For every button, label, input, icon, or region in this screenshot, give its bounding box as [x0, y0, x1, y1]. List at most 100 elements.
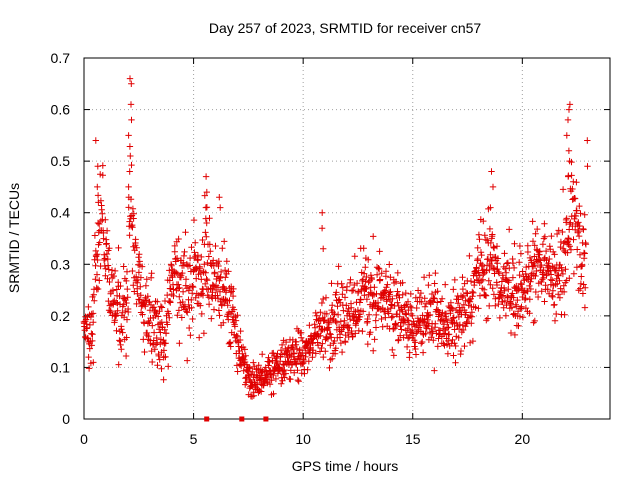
data-point: [281, 374, 288, 381]
data-point: [455, 325, 463, 333]
data-point: [106, 302, 113, 309]
data-point: [273, 359, 280, 367]
data-point: [154, 362, 161, 369]
peak-point: [125, 183, 132, 191]
data-point: [329, 302, 336, 309]
data-point: [474, 255, 481, 263]
y-tick-label: 0.1: [51, 359, 71, 375]
data-point: [382, 314, 389, 321]
data-point: [105, 266, 112, 273]
data-point: [509, 290, 516, 297]
data-point: [179, 288, 187, 295]
data-point: [499, 292, 507, 299]
data-point: [145, 333, 152, 340]
data-point: [328, 334, 335, 341]
data-point: [551, 251, 558, 258]
data-point: [188, 304, 195, 311]
data-point: [359, 328, 366, 335]
data-point: [401, 302, 408, 309]
data-point: [352, 330, 359, 337]
data-point: [516, 242, 524, 250]
peak-point: [565, 106, 573, 113]
data-point: [311, 324, 319, 331]
data-point: [444, 350, 452, 357]
data-point: [517, 250, 525, 257]
data-point: [242, 375, 249, 382]
data-point: [182, 276, 190, 283]
data-point: [466, 252, 473, 260]
data-point: [549, 277, 556, 284]
data-point: [548, 232, 555, 240]
peak-point: [563, 132, 570, 139]
data-point: [206, 241, 213, 248]
data-point: [87, 313, 95, 321]
data-point: [363, 296, 371, 303]
data-point: [503, 301, 510, 309]
peak-point: [203, 219, 210, 227]
data-point: [375, 265, 382, 272]
data-point: [572, 226, 579, 233]
peak-point: [126, 75, 134, 82]
data-point: [502, 312, 510, 319]
data-point: [501, 297, 509, 305]
data-point: [241, 346, 248, 353]
data-point: [210, 257, 217, 264]
data-point: [170, 286, 177, 293]
data-point: [185, 301, 192, 309]
data-point: [202, 280, 209, 288]
data-point: [268, 377, 275, 384]
data-point: [371, 336, 378, 343]
data-point: [324, 327, 331, 334]
data-point: [324, 335, 332, 342]
data-point: [102, 265, 109, 272]
data-point: [211, 283, 218, 290]
data-point: [373, 311, 380, 319]
data-point: [406, 334, 413, 341]
data-point: [146, 319, 153, 326]
data-point: [485, 277, 492, 284]
data-point: [94, 251, 101, 258]
data-point: [83, 324, 91, 332]
data-point: [158, 304, 166, 311]
data-point: [362, 264, 369, 271]
data-point: [371, 284, 378, 291]
data-point: [425, 312, 432, 319]
data-point: [194, 257, 202, 264]
data-point: [135, 254, 142, 261]
data-point: [106, 278, 113, 286]
data-point: [457, 347, 465, 355]
data-point: [530, 259, 538, 267]
data-point: [496, 314, 503, 322]
data-point: [326, 330, 333, 337]
data-point: [210, 306, 218, 313]
data-point: [203, 275, 210, 283]
data-point: [356, 313, 364, 321]
data-point: [373, 271, 381, 278]
data-point: [402, 289, 409, 297]
data-point: [127, 196, 135, 203]
data-point: [449, 336, 456, 344]
data-point: [352, 322, 359, 329]
data-point: [365, 311, 373, 318]
data-point: [350, 286, 357, 294]
data-point: [572, 212, 580, 220]
data-point: [361, 292, 368, 299]
data-point: [332, 345, 339, 352]
data-point: [378, 315, 385, 323]
data-point: [493, 281, 501, 289]
data-point: [123, 299, 130, 307]
data-point: [481, 232, 488, 239]
data-point: [426, 272, 433, 279]
data-point: [294, 376, 302, 384]
data-point: [305, 358, 312, 365]
data-point: [479, 261, 486, 269]
data-point: [124, 294, 131, 301]
data-point: [165, 310, 172, 317]
data-point: [246, 365, 254, 372]
data-point: [489, 285, 496, 292]
data-point: [577, 210, 584, 217]
data-point: [137, 292, 144, 299]
data-point: [265, 354, 272, 361]
data-point: [392, 322, 400, 329]
data-point: [475, 231, 483, 238]
